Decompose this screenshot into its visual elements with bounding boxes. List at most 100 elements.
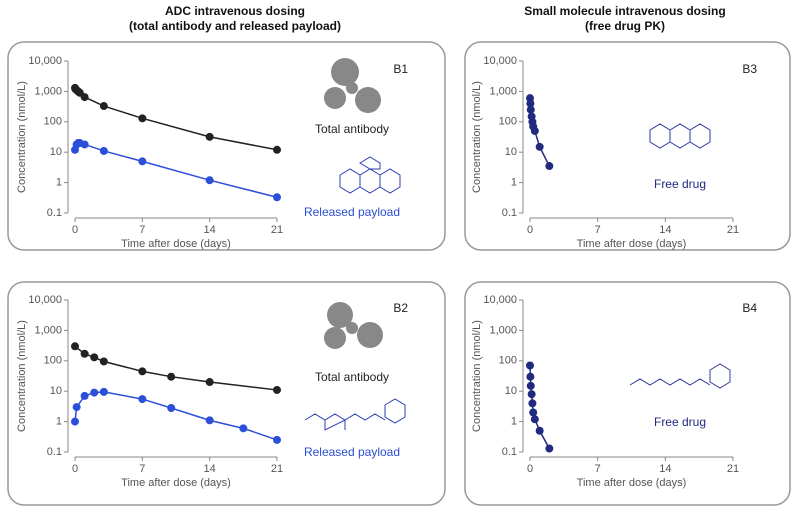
molecule-icon bbox=[649, 123, 711, 149]
y-tick-label: 10 bbox=[505, 146, 517, 158]
data-point bbox=[205, 416, 214, 425]
data-point bbox=[530, 415, 539, 424]
data-point bbox=[545, 162, 554, 171]
data-point bbox=[138, 157, 147, 166]
data-point bbox=[90, 388, 99, 397]
y-axis-label: Concentration (nmol/L) bbox=[16, 320, 28, 432]
x-tick-label: 21 bbox=[727, 224, 739, 236]
y-tick-label: 10,000 bbox=[28, 55, 62, 67]
x-tick-label: 7 bbox=[595, 463, 601, 475]
molecule-icon bbox=[339, 156, 401, 194]
x-tick-label: 14 bbox=[659, 224, 671, 236]
data-point bbox=[138, 114, 147, 123]
y-tick-label: 10 bbox=[505, 385, 517, 397]
y-tick-label: 10,000 bbox=[483, 294, 517, 306]
data-point bbox=[273, 385, 281, 394]
panel-box bbox=[464, 281, 791, 506]
data-point bbox=[239, 424, 248, 433]
y-axis-label: Concentration (nmol/L) bbox=[471, 320, 483, 432]
y-tick-label: 100 bbox=[44, 116, 62, 128]
series-label: Free drug bbox=[654, 177, 706, 191]
panel-label: B4 bbox=[742, 301, 757, 315]
series-line bbox=[74, 391, 278, 441]
data-point bbox=[205, 176, 214, 185]
panel-label: B2 bbox=[393, 301, 408, 315]
y-tick-label: 10 bbox=[50, 146, 62, 158]
molecule-icon bbox=[304, 398, 406, 431]
column-title: (total antibody and released payload) bbox=[129, 19, 341, 33]
data-point bbox=[545, 444, 554, 453]
y-tick-label: 0.1 bbox=[47, 207, 62, 219]
x-tick-label: 7 bbox=[139, 224, 145, 236]
data-point bbox=[80, 391, 89, 400]
y-tick-label: 1,000 bbox=[489, 324, 517, 336]
data-point bbox=[526, 105, 535, 114]
data-point bbox=[90, 353, 99, 362]
data-point bbox=[528, 399, 537, 408]
data-point bbox=[535, 426, 544, 435]
molecule-icon bbox=[629, 363, 731, 389]
data-point bbox=[205, 132, 214, 141]
y-tick-label: 100 bbox=[499, 355, 517, 367]
series-label: Total antibody bbox=[315, 122, 389, 136]
data-point bbox=[138, 395, 147, 404]
data-point bbox=[535, 142, 544, 151]
y-tick-label: 1 bbox=[511, 177, 517, 189]
y-tick-label: 1,000 bbox=[489, 85, 517, 97]
data-point bbox=[167, 404, 176, 413]
y-tick-label: 0.1 bbox=[502, 207, 517, 219]
panel-label: B3 bbox=[742, 62, 757, 76]
data-point bbox=[526, 381, 535, 390]
y-tick-label: 10,000 bbox=[28, 294, 62, 306]
x-tick-label: 14 bbox=[204, 463, 216, 475]
data-point bbox=[529, 408, 538, 417]
data-point bbox=[167, 372, 176, 381]
data-point bbox=[80, 349, 89, 358]
x-tick-label: 21 bbox=[271, 463, 283, 475]
x-tick-label: 7 bbox=[595, 224, 601, 236]
y-tick-label: 1 bbox=[56, 416, 62, 428]
x-tick-label: 0 bbox=[72, 224, 78, 236]
column-title: (free drug PK) bbox=[585, 19, 665, 33]
x-tick-label: 0 bbox=[527, 224, 533, 236]
x-axis-label: Time after dose (days) bbox=[577, 238, 687, 250]
y-tick-label: 100 bbox=[44, 355, 62, 367]
series-line bbox=[74, 87, 278, 151]
y-axis-label: Concentration (nmol/L) bbox=[16, 81, 28, 193]
data-point bbox=[99, 357, 108, 366]
panel-box bbox=[7, 41, 446, 251]
x-tick-label: 21 bbox=[727, 463, 739, 475]
data-point bbox=[71, 417, 79, 426]
y-tick-label: 10,000 bbox=[483, 55, 517, 67]
x-tick-label: 14 bbox=[659, 463, 671, 475]
data-point bbox=[273, 145, 281, 154]
panel-label: B1 bbox=[393, 62, 408, 76]
data-point bbox=[273, 435, 281, 444]
data-point bbox=[527, 390, 536, 399]
y-tick-label: 1,000 bbox=[34, 324, 62, 336]
x-tick-label: 21 bbox=[271, 224, 283, 236]
data-point bbox=[99, 146, 108, 155]
data-point bbox=[273, 193, 281, 202]
panel-box bbox=[464, 41, 791, 251]
x-axis-label: Time after dose (days) bbox=[121, 238, 231, 250]
x-tick-label: 0 bbox=[72, 463, 78, 475]
data-point bbox=[71, 342, 79, 351]
data-point bbox=[526, 372, 535, 381]
column-title: Small molecule intravenous dosing bbox=[524, 4, 725, 18]
y-tick-label: 1,000 bbox=[34, 85, 62, 97]
y-tick-label: 100 bbox=[499, 116, 517, 128]
x-axis-label: Time after dose (days) bbox=[577, 477, 687, 489]
series-label: Free drug bbox=[654, 415, 706, 429]
data-point bbox=[526, 361, 534, 370]
data-point bbox=[72, 403, 81, 412]
data-point bbox=[80, 140, 89, 149]
series-label: Released payload bbox=[304, 205, 400, 219]
panel-box bbox=[7, 281, 446, 506]
data-point bbox=[205, 378, 214, 387]
antibody-icon bbox=[324, 58, 381, 113]
x-tick-label: 7 bbox=[139, 463, 145, 475]
y-tick-label: 10 bbox=[50, 385, 62, 397]
column-title: ADC intravenous dosing bbox=[165, 4, 305, 18]
